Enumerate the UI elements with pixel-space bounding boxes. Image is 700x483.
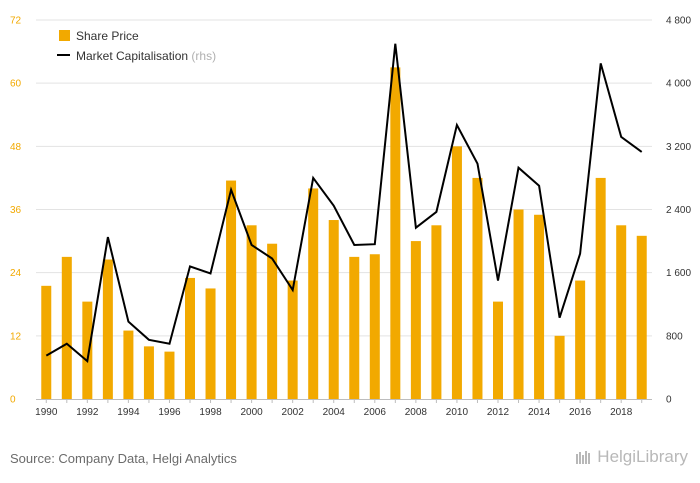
- bar-share-price-1993: [102, 259, 113, 399]
- x-tick-label: 2012: [487, 407, 510, 418]
- bar-share-price-1998: [205, 288, 216, 399]
- bar-share-price-1997: [185, 277, 195, 399]
- bar-share-price-2006: [369, 254, 380, 399]
- bar-share-price-1996: [164, 351, 175, 399]
- right-tick-label: 0: [666, 395, 672, 406]
- x-tick-label: 2018: [610, 407, 633, 418]
- bar-share-price-2017: [595, 177, 606, 399]
- books-icon: [576, 451, 591, 464]
- bar-share-price-2018: [616, 225, 627, 399]
- bar-share-price-2001: [267, 243, 278, 399]
- legend-swatch-share-price: [59, 30, 70, 41]
- bar-share-price-2002: [287, 280, 298, 399]
- x-tick-label: 2016: [569, 407, 592, 418]
- bar-share-price-1999: [226, 180, 237, 399]
- x-tick-label: 2004: [323, 407, 346, 418]
- right-tick-label: 2 400: [666, 205, 691, 216]
- bar-share-price-2000: [246, 225, 257, 399]
- legend-label-market-cap-name: Market Capitalisation: [76, 49, 188, 63]
- right-tick-label: 1 600: [666, 268, 691, 279]
- x-tick-label: 1998: [199, 407, 222, 418]
- right-tick-label: 800: [666, 331, 683, 342]
- bar-share-price-2008: [410, 241, 421, 399]
- bar-share-price-2016: [575, 280, 586, 399]
- left-tick-label: 24: [10, 268, 22, 279]
- bar-share-price-2012: [493, 301, 503, 399]
- x-tick-label: 2002: [282, 407, 305, 418]
- bar-share-price-2007: [390, 67, 401, 399]
- x-tick-label: 1992: [76, 407, 99, 418]
- right-tick-label: 4 800: [666, 16, 691, 27]
- bar-share-price-2015: [554, 335, 565, 399]
- bar-share-price-2014: [534, 214, 545, 399]
- x-tick-label: 2008: [405, 407, 428, 418]
- right-tick-label: 4 000: [666, 79, 691, 90]
- x-tick-label: 1994: [117, 407, 140, 418]
- source-note: Source: Company Data, Helgi Analytics: [10, 451, 237, 466]
- bar-share-price-1992: [82, 301, 93, 399]
- bar-share-price-1991: [61, 256, 72, 399]
- left-tick-label: 72: [10, 16, 22, 27]
- bar-share-price-2010: [451, 146, 462, 399]
- bar-share-price-1995: [143, 346, 154, 399]
- brand-name: HelgiLibrary: [597, 447, 688, 466]
- bar-share-price-2003: [308, 188, 319, 399]
- legend-label-market-cap-suffix: (rhs): [191, 49, 216, 63]
- bar-share-price-2013: [513, 209, 524, 399]
- combo-chart: 0 12 24 36 48 60 72 0 800 1 600 2 400 3 200 4 000 4 8…: [10, 16, 691, 419]
- bar-share-price-2019: [636, 235, 647, 399]
- bar-share-price-2004: [328, 220, 339, 399]
- bar-share-price-2011: [472, 177, 483, 399]
- x-tick-label: 2010: [446, 407, 469, 418]
- bar-share-price-1990: [41, 285, 52, 399]
- axes: 0 12 24 36 48 60 72 0 800 1 600 2 400 3 200 4 000 4 8…: [10, 16, 691, 419]
- gridlines: [36, 19, 652, 337]
- left-tick-label: 60: [10, 79, 22, 90]
- right-tick-label: 3 200: [666, 142, 691, 153]
- bar-share-price-1994: [123, 330, 134, 399]
- brand-logo: HelgiLibrary: [575, 447, 688, 467]
- x-tick-label: 2014: [528, 407, 551, 418]
- left-tick-label: 0: [10, 395, 16, 406]
- legend-label-market-cap: Market Capitalisation (rhs): [76, 49, 216, 63]
- x-tick-label: 1996: [158, 407, 181, 418]
- bar-share-price-2009: [431, 225, 442, 399]
- line-market-cap: [45, 43, 643, 364]
- market-cap-line: [45, 43, 643, 364]
- bar-share-price-2005: [349, 256, 360, 399]
- x-tick-label: 2000: [240, 407, 263, 418]
- legend: Share Price Market Capitalisation (rhs): [57, 29, 216, 63]
- left-tick-label: 36: [10, 205, 22, 216]
- legend-label-share-price: Share Price: [76, 29, 139, 43]
- left-tick-label: 12: [10, 331, 22, 342]
- x-tick-label: 1990: [35, 407, 58, 418]
- share-price-bars: [41, 67, 647, 399]
- left-tick-label: 48: [10, 142, 22, 153]
- x-tick-label: 2006: [364, 407, 387, 418]
